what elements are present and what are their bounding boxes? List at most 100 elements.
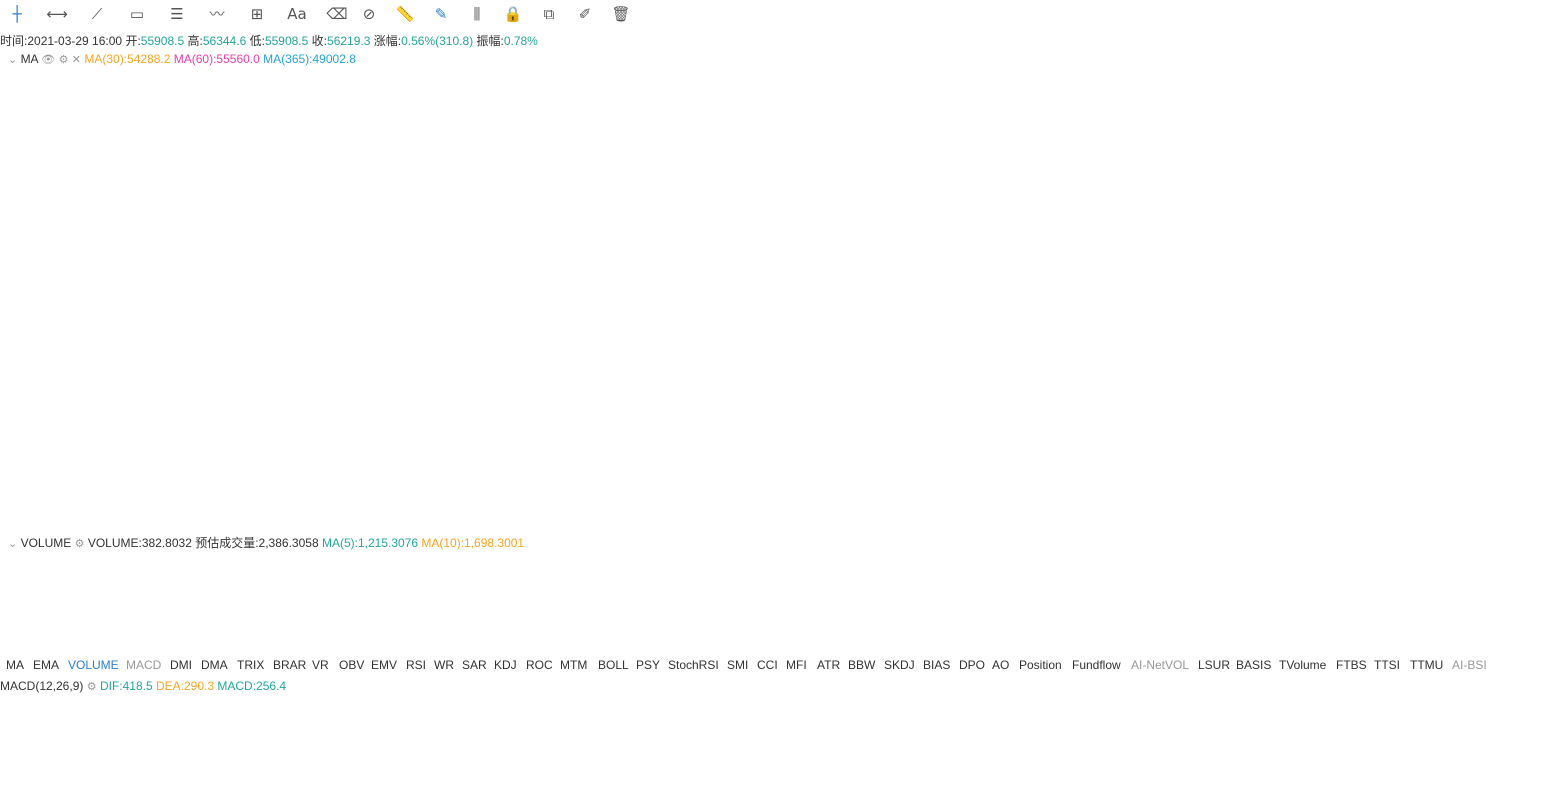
tab-kdj[interactable]: KDJ xyxy=(494,658,517,672)
tab-basis[interactable]: BASIS xyxy=(1236,658,1272,672)
tab-trix[interactable]: TRIX xyxy=(237,658,265,672)
candle-body xyxy=(221,192,225,203)
pane-resize-handle[interactable]: ⋮ xyxy=(1561,396,1565,416)
ma-legend-name: MA xyxy=(20,52,38,66)
settings-gear-icon[interactable]: ⚙ xyxy=(74,537,85,550)
candle-body xyxy=(263,190,268,195)
macd-hist-bar xyxy=(78,746,82,751)
horizontal-line-icon[interactable]: ⟷ xyxy=(46,5,68,23)
tab-macd[interactable]: MACD xyxy=(126,658,162,672)
fib-lines-icon[interactable]: ☰ xyxy=(170,5,184,23)
macd-hist-bar xyxy=(572,749,576,753)
tab-mtm[interactable]: MTM xyxy=(560,658,588,672)
tab-emv[interactable]: EMV xyxy=(371,658,398,672)
close-icon[interactable]: ✕ xyxy=(71,53,81,66)
macd-hist-bar xyxy=(557,749,561,752)
tab-ftbs[interactable]: FTBS xyxy=(1336,658,1367,672)
copy-icon[interactable]: ⧉ xyxy=(543,5,555,23)
volume-bar xyxy=(622,633,627,654)
candle-body xyxy=(448,140,453,159)
macd-hist-bar xyxy=(518,749,522,763)
macd-hist-bar xyxy=(769,738,773,751)
volume-bar xyxy=(611,636,615,654)
tab-dma[interactable]: DMA xyxy=(201,658,228,672)
tab-vr[interactable]: VR xyxy=(312,658,329,672)
volume-bar xyxy=(1109,635,1113,654)
brush-icon[interactable]: ✎ xyxy=(434,5,448,23)
macd-hist-bar xyxy=(784,742,789,751)
tab-cci[interactable]: CCI xyxy=(757,658,778,672)
tab-ai-bsi[interactable]: AI-BSI xyxy=(1452,658,1487,672)
tab-ema[interactable]: EMA xyxy=(33,658,60,672)
trash-icon[interactable]: 🗑 xyxy=(611,5,631,23)
volume-bar xyxy=(981,637,986,654)
settings-gear-icon[interactable]: ⚙ xyxy=(86,680,97,693)
eraser-icon[interactable]: ⌫ xyxy=(326,5,348,23)
volume-bar xyxy=(228,634,233,654)
candle-body xyxy=(564,245,569,252)
rectangle-icon[interactable]: ▭ xyxy=(129,5,145,23)
macd-hist-bar xyxy=(889,749,893,769)
tab-psy[interactable]: PSY xyxy=(636,658,661,672)
volume-bar xyxy=(950,643,955,654)
tab-ma[interactable]: MA xyxy=(6,658,24,672)
tab-dmi[interactable]: DMI xyxy=(170,658,192,672)
tab-ttmu[interactable]: TTMU xyxy=(1410,658,1444,672)
tab-bias[interactable]: BIAS xyxy=(923,658,951,672)
ruler-icon[interactable]: 📏 xyxy=(395,5,415,23)
candle-body xyxy=(487,154,492,171)
wave-icon[interactable]: 〰 xyxy=(209,5,225,23)
tab-ao[interactable]: AO xyxy=(992,658,1010,672)
tab-position[interactable]: Position xyxy=(1019,658,1062,672)
macd-hist-bar xyxy=(20,748,24,751)
magnet-icon[interactable]: ⊘ xyxy=(362,5,376,23)
tab-mfi[interactable]: MFI xyxy=(786,658,807,672)
tab-ttsi[interactable]: TTSI xyxy=(1374,658,1400,672)
volume-bar xyxy=(1093,641,1098,654)
tab-tvolume[interactable]: TVolume xyxy=(1279,658,1327,672)
collapse-chevron-icon[interactable]: ⌄ xyxy=(8,53,18,66)
volume-bar xyxy=(537,635,542,654)
tab-sar[interactable]: SAR xyxy=(462,658,487,672)
volume-bar xyxy=(445,559,449,654)
volume-bar xyxy=(1062,586,1067,654)
macd-hist-bar xyxy=(788,743,793,751)
collapse-chevron-icon[interactable]: ⌄ xyxy=(8,537,18,550)
tab-dpo[interactable]: DPO xyxy=(959,658,986,672)
tab-roc[interactable]: ROC xyxy=(526,658,553,672)
volume-bar xyxy=(1159,645,1163,654)
tab-brar[interactable]: BRAR xyxy=(273,658,307,672)
tab-obv[interactable]: OBV xyxy=(339,658,365,672)
tab-atr[interactable]: ATR xyxy=(817,658,841,672)
candles-icon[interactable]: ⫼ xyxy=(473,5,481,23)
settings-gear-icon[interactable]: ⚙ xyxy=(58,53,69,66)
candle-body xyxy=(16,345,21,351)
tab-rsi[interactable]: RSI xyxy=(406,658,427,672)
tab-skdj[interactable]: SKDJ xyxy=(884,658,915,672)
macd-hist-bar xyxy=(1201,743,1206,751)
lock-icon[interactable]: 🔒 xyxy=(503,5,523,23)
candle-body xyxy=(688,184,692,198)
macd-hist-bar xyxy=(1159,749,1163,757)
text-icon[interactable]: Aa xyxy=(287,5,307,23)
macd-hist-bar xyxy=(719,749,723,752)
volume-bar xyxy=(20,636,25,654)
macd-hist-bar xyxy=(1209,738,1213,751)
tab-ai-netvol[interactable]: AI-NetVOL xyxy=(1131,658,1190,672)
edit-icon[interactable]: ✐ xyxy=(578,5,592,23)
tab-lsur[interactable]: LSUR xyxy=(1198,658,1231,672)
volume-bar xyxy=(1020,633,1024,654)
tab-bbw[interactable]: BBW xyxy=(848,658,876,672)
tab-stochrsi[interactable]: StochRSI xyxy=(668,658,719,672)
eye-icon[interactable]: 👁 xyxy=(41,53,56,66)
crosshair-icon[interactable]: ┼ xyxy=(12,5,22,23)
tab-boll[interactable]: BOLL xyxy=(598,658,629,672)
candle-body xyxy=(1201,133,1206,145)
tab-volume[interactable]: VOLUME xyxy=(68,658,119,672)
measure-icon[interactable]: ⊞ xyxy=(250,5,264,23)
tab-wr[interactable]: WR xyxy=(434,658,454,672)
tab-smi[interactable]: SMI xyxy=(727,658,749,672)
macd-hist-bar xyxy=(568,749,573,752)
trend-line-icon[interactable]: ⟋ xyxy=(91,5,103,23)
tab-fundflow[interactable]: Fundflow xyxy=(1072,658,1121,672)
